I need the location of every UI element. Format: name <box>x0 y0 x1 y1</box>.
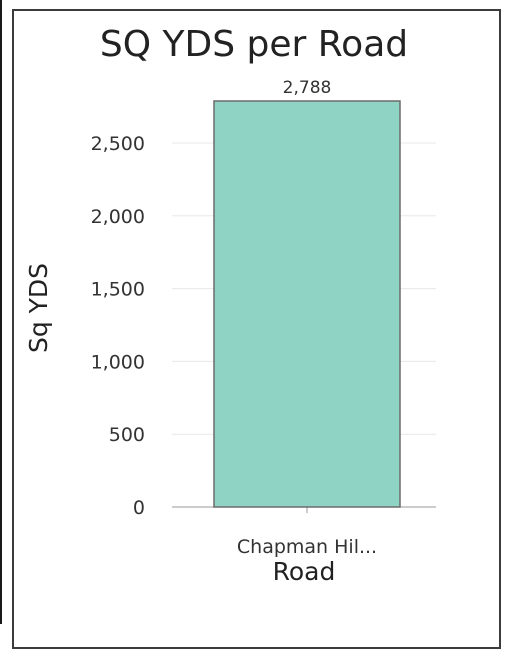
bar-chart: SQ YDS per Road Sq YDS Road 0 500 1,000 1,5… <box>24 24 436 586</box>
x-category-label: Chapman Hil... <box>237 536 377 558</box>
y-tick-label: 500 <box>109 424 145 446</box>
y-tick-label: 2,000 <box>91 206 145 228</box>
y-tick-label: 1,500 <box>91 279 145 301</box>
x-axis-label: Road <box>273 557 336 586</box>
y-axis-label: Sq YDS <box>24 263 53 353</box>
chart-title: SQ YDS per Road <box>100 24 408 65</box>
y-tick-label: 1,000 <box>91 351 145 373</box>
bar-0[interactable] <box>213 100 401 508</box>
y-tick-label: 2,500 <box>91 133 145 155</box>
y-tick-label: 0 <box>133 497 145 519</box>
bar-data-label: 2,788 <box>283 78 332 98</box>
window-left-border <box>0 0 2 624</box>
